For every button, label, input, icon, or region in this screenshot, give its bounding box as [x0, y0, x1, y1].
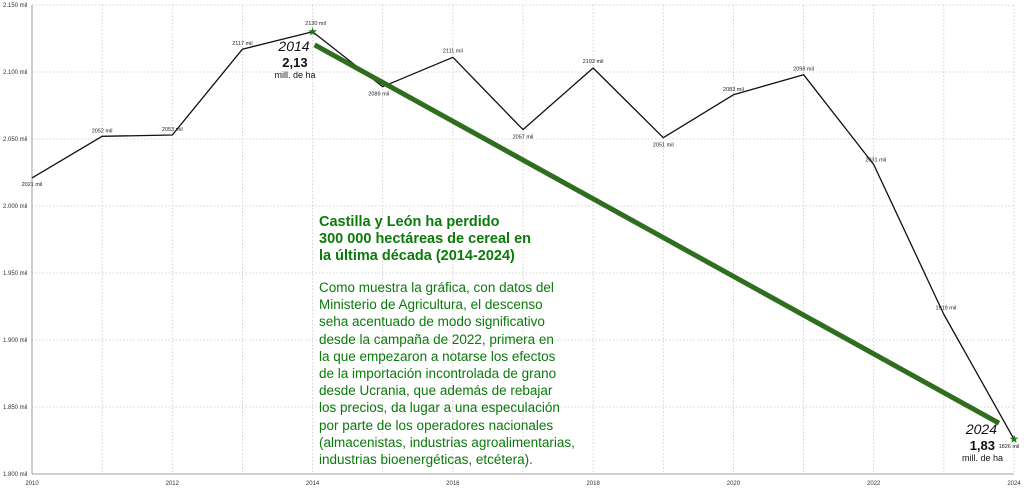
annotation-2024-value: 1,83 [970, 438, 995, 453]
point-label: 2089 mil [368, 92, 389, 98]
start-star-icon [308, 27, 317, 36]
end-star-icon [1009, 434, 1019, 443]
annotations: 2014 2,13 mill. de ha 2024 1,83 mill. de… [275, 38, 1003, 463]
point-label: 2053 mil [162, 127, 183, 133]
y-tick-label: 1.800 mil [3, 472, 27, 478]
trend-arrow [308, 27, 1019, 443]
y-tick-label: 1.900 mil [3, 338, 27, 344]
annotation-2024: 2024 1,83 mill. de ha [962, 421, 1003, 463]
point-label: 2130 mil [305, 21, 326, 27]
commentary-text-block: Castilla y León ha perdido 300 000 hectá… [319, 214, 609, 468]
point-label: 2051 mil [653, 143, 674, 149]
point-label: 2103 mil [583, 59, 604, 65]
annotation-2014-unit: mill. de ha [275, 70, 316, 80]
point-label: 2021 mil [22, 182, 43, 188]
annotation-2024-unit: mill. de ha [962, 453, 1003, 463]
point-label: 1919 mil [935, 306, 956, 312]
point-label: 1826 mil [999, 444, 1020, 450]
annotation-2014: 2014 2,13 mill. de ha [275, 38, 316, 80]
annotation-2014-value: 2,13 [282, 55, 307, 70]
y-tick-labels: 1.800 mil 1.850 mil 1.900 mil 1.950 mil 2.00… [3, 3, 27, 478]
x-tick-label: 2014 [306, 481, 320, 487]
point-label: 2098 mil [793, 67, 814, 73]
y-tick-label: 2.000 mil [3, 204, 27, 210]
commentary-headline: Castilla y León ha perdido 300 000 hectá… [319, 214, 532, 264]
y-tick-label: 1.950 mil [3, 271, 27, 277]
x-tick-label: 2010 [25, 481, 39, 487]
y-tick-label: 2.150 mil [3, 3, 27, 9]
annotation-2024-year: 2024 [965, 421, 997, 437]
series-line [31, 31, 1015, 440]
x-tick-label: 2016 [446, 481, 460, 487]
axes [31, 5, 1014, 475]
x-tick-label: 2024 [1007, 481, 1021, 487]
x-tick-label: 2012 [166, 481, 180, 487]
x-tick-label: 2018 [586, 481, 600, 487]
x-tick-label: 2020 [727, 481, 741, 487]
y-tick-label: 2.050 mil [3, 137, 27, 143]
point-labels: 2021 mil 2052 mil 2053 mil 2117 mil 2130 mil… [22, 21, 1020, 450]
y-tick-label: 1.850 mil [3, 405, 27, 411]
commentary-body: Como muestra la gráfica, con datos del M… [319, 280, 575, 468]
point-label: 2083 mil [723, 87, 744, 93]
point-label: 2057 mil [513, 135, 534, 141]
annotation-2014-year: 2014 [277, 38, 309, 54]
point-label: 2052 mil [92, 128, 113, 134]
x-tick-label: 2022 [867, 481, 881, 487]
y-tick-label: 2.100 mil [3, 70, 27, 76]
point-label: 2111 mil [443, 48, 463, 54]
point-label: 2117 mil [232, 41, 252, 47]
point-label: 2031 mil [865, 157, 886, 163]
cereal-hectares-line [31, 31, 1015, 440]
x-tick-labels: 2010 2012 2014 2016 2018 2020 2022 2024 [25, 481, 1021, 487]
trend-arrow-line [313, 42, 1001, 426]
